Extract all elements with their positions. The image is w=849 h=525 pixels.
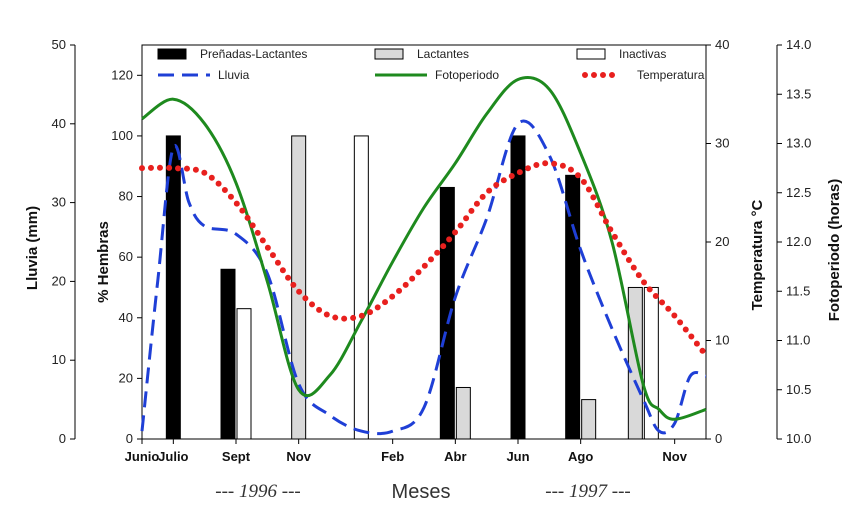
temperatura-tick-label: 0 — [715, 431, 722, 446]
x-tick-label: Julio — [158, 449, 188, 464]
x-tick-label: Nov — [662, 449, 687, 464]
line-lluvia — [140, 119, 707, 436]
bar-prenadas-lactantes-12 — [510, 135, 526, 440]
hembras-axis-label: % Hembras — [95, 221, 112, 303]
fotoperiodo-tick-label: 10.0 — [786, 431, 811, 446]
fotoperiodo-tick-label: 12.0 — [786, 234, 811, 249]
x-tick-label: Abr — [444, 449, 466, 464]
hembras-tick-label: 80 — [119, 189, 133, 204]
bar-inactivas-3 — [236, 308, 252, 440]
lluvia-tick-label: 20 — [52, 273, 66, 288]
x-tick-label: Nov — [286, 449, 311, 464]
x-axis-title: Meses — [392, 481, 451, 503]
hembras-tick-label: 40 — [119, 310, 133, 325]
temperatura-tick-label: 10 — [715, 333, 729, 348]
lluvia-tick-label: 50 — [52, 37, 66, 52]
line-temperatura — [139, 160, 709, 359]
x-tick-label: Ago — [568, 449, 593, 464]
legend-swatch-prenadas-lactantes — [157, 48, 187, 60]
x-tick-label: Feb — [381, 449, 404, 464]
lluvia-tick-label: 0 — [59, 431, 66, 446]
bar-lactantes-10 — [455, 386, 471, 440]
year-label-1997: --- 1997 --- — [545, 481, 630, 502]
legend-swatch-inactivas — [576, 48, 606, 60]
x-tick-label: Junio — [125, 449, 160, 464]
lines-layer — [139, 76, 709, 436]
bars-layer — [165, 135, 659, 440]
x-tick-label: Sept — [222, 449, 251, 464]
x-tick-label: Jun — [506, 449, 529, 464]
fotoperiodo-axis-label: Fotoperiodo (horas) — [826, 179, 843, 322]
line-fotoperiodo — [141, 76, 707, 421]
temperatura-axis-label: Temperatura °C — [749, 199, 766, 310]
temperatura-tick-label: 30 — [715, 136, 729, 151]
fotoperiodo-tick-label: 10.5 — [786, 382, 811, 397]
lluvia-tick-label: 10 — [52, 352, 66, 367]
bar-lactantes-14 — [581, 399, 597, 440]
legend-swatch-lactantes — [374, 48, 404, 60]
lluvia-axis-label: Lluvia (mm) — [24, 206, 41, 290]
bar-prenadas-lactantes-14 — [565, 174, 581, 440]
fotoperiodo-tick-label: 12.5 — [786, 185, 811, 200]
legend-label-lactantes: Lactantes — [417, 47, 469, 61]
hembras-tick-label: 0 — [126, 431, 133, 446]
hembras-tick-label: 60 — [119, 249, 133, 264]
lluvia-tick-label: 40 — [52, 116, 66, 131]
hembras-tick-label: 100 — [111, 128, 133, 143]
lluvia-tick-label: 30 — [52, 195, 66, 210]
fotoperiodo-tick-label: 13.5 — [786, 86, 811, 101]
bar-prenadas-lactantes-10 — [439, 186, 455, 440]
bar-prenadas-lactantes-3 — [220, 268, 236, 440]
fotoperiodo-tick-label: 11.5 — [786, 283, 810, 298]
temperatura-tick-label: 40 — [715, 37, 729, 52]
legend-label-temperatura: Temperatura — [637, 68, 705, 82]
bar-lactantes-16 — [627, 286, 643, 440]
temperatura-tick-label: 20 — [715, 234, 729, 249]
fotoperiodo-tick-label: 14.0 — [786, 37, 811, 52]
legend-label-inactivas: Inactivas — [619, 47, 666, 61]
year-label-1996: --- 1996 --- — [215, 481, 300, 502]
fotoperiodo-tick-label: 11.0 — [786, 333, 810, 348]
legend-label-fotoperiodo: Fotoperiodo — [435, 68, 499, 82]
bar-inactivas-7 — [353, 135, 369, 440]
legend: Preñadas-Lactantes Lactantes Inactivas Lluv… — [157, 47, 705, 82]
hembras-tick-label: 20 — [119, 370, 133, 385]
hembras-tick-label: 120 — [111, 67, 133, 82]
legend-label-lluvia: Lluvia — [218, 68, 250, 82]
fotoperiodo-tick-label: 13.0 — [786, 136, 811, 151]
legend-label-prenadas-lactantes: Preñadas-Lactantes — [200, 47, 307, 61]
axes-layer: 0 10 20 30 40 50 0 20 40 60 80 100 120 0 10 20 30 40 10.0 1… — [52, 37, 812, 464]
